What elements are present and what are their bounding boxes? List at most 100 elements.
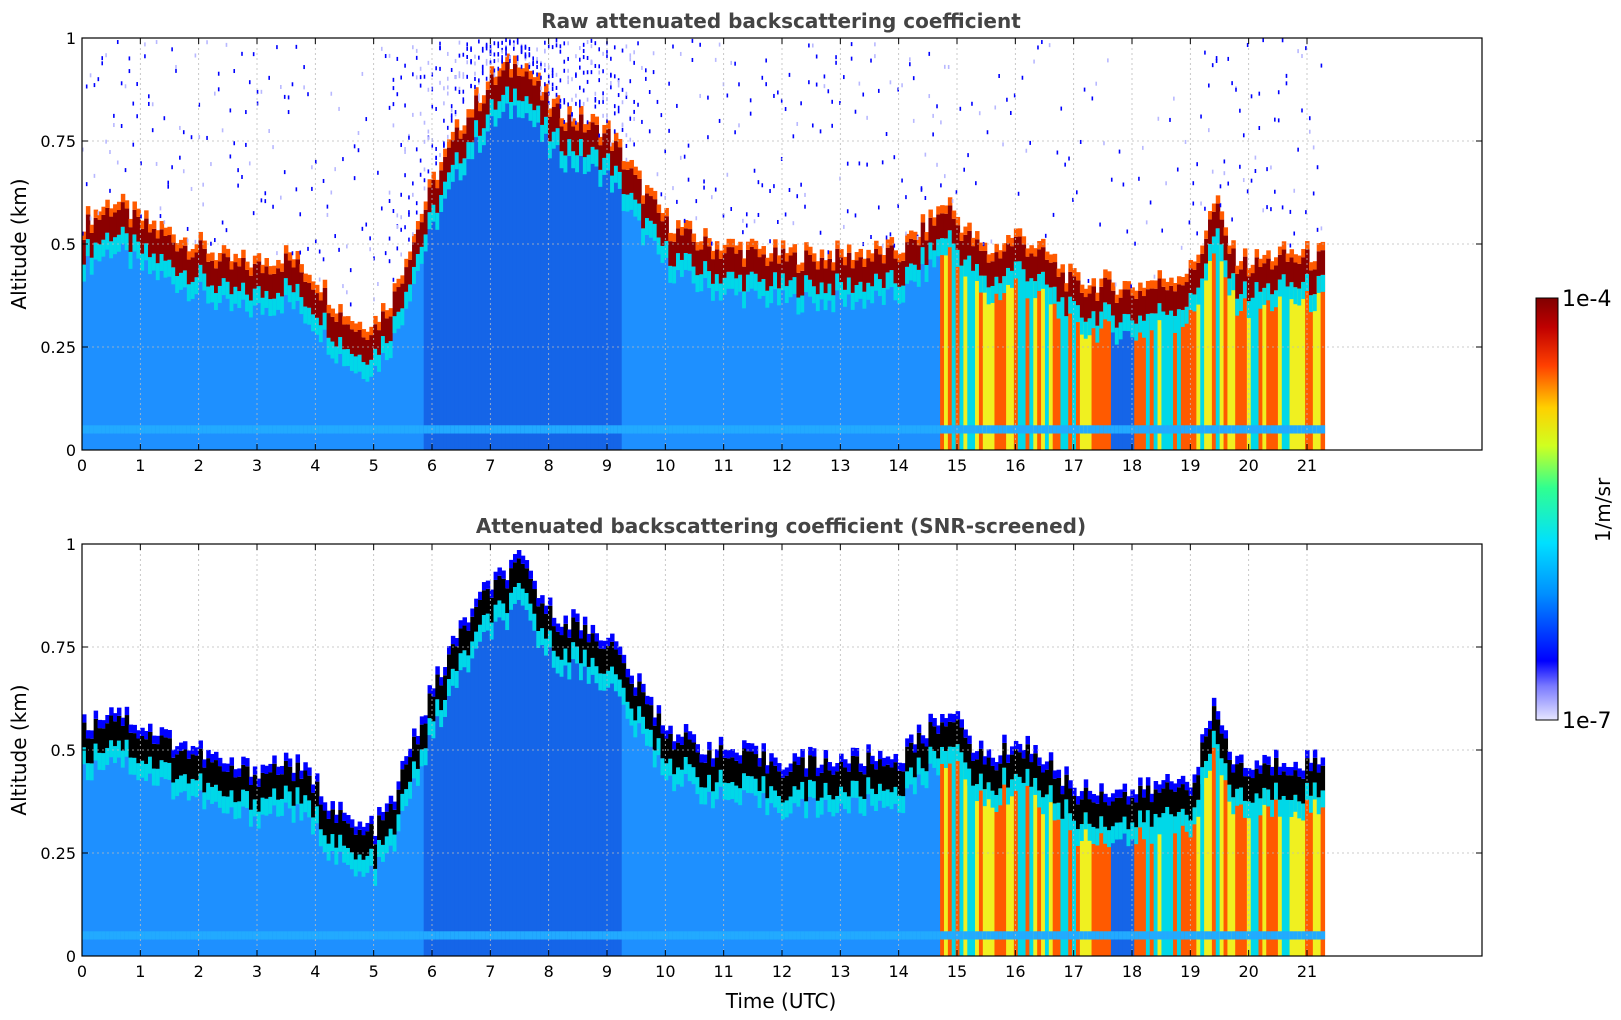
heatmap-column <box>1025 148 1031 450</box>
heatmap-cell <box>1157 270 1163 279</box>
heatmap-cell <box>1308 795 1314 956</box>
heatmap-cell <box>171 931 176 940</box>
noise-speck <box>493 68 496 73</box>
heatmap-cell <box>194 244 200 253</box>
heatmap-column <box>827 89 832 450</box>
heatmap-cell <box>1068 813 1073 956</box>
heatmap-cell <box>1305 273 1310 291</box>
heatmap-cell <box>586 931 592 940</box>
heatmap-cell <box>905 425 910 434</box>
heatmap-column <box>237 168 242 450</box>
heatmap-cell <box>1029 753 1034 763</box>
heatmap-cell <box>427 212 433 450</box>
heatmap-cell <box>1145 777 1151 786</box>
heatmap-cell <box>501 94 506 112</box>
noise-speck <box>563 59 566 64</box>
heatmap-cell <box>132 724 137 734</box>
heatmap-cell <box>811 253 817 262</box>
noise-speck <box>1025 148 1028 153</box>
heatmap-column <box>536 47 541 451</box>
heatmap-cell <box>443 148 448 157</box>
heatmap-cell <box>501 425 506 434</box>
heatmap-cell <box>707 271 712 450</box>
heatmap-cell <box>524 568 530 594</box>
heatmap-cell <box>419 749 425 767</box>
noise-speck <box>1246 189 1249 194</box>
heatmap-cell <box>423 748 429 956</box>
heatmap-column <box>408 748 413 956</box>
heatmap-column <box>703 754 708 956</box>
heatmap-column <box>225 42 231 450</box>
heatmap-cell <box>478 591 483 600</box>
heatmap-cell <box>730 931 735 940</box>
heatmap-cell <box>388 803 394 829</box>
heatmap-column <box>109 150 114 450</box>
heatmap-cell <box>679 259 685 277</box>
heatmap-cell <box>101 206 106 215</box>
heatmap-cell <box>182 749 188 775</box>
heatmap-cell <box>210 285 215 450</box>
heatmap-cell <box>148 232 153 258</box>
heatmap-cell <box>1301 931 1306 940</box>
noise-speck <box>454 75 457 80</box>
heatmap-cell <box>1254 249 1260 258</box>
heatmap-cell <box>1254 282 1260 450</box>
heatmap-column <box>555 623 561 956</box>
noise-speck <box>621 127 624 132</box>
heatmap-cell <box>264 425 269 434</box>
heatmap-cell <box>769 786 774 804</box>
heatmap-cell <box>858 248 864 258</box>
heatmap-cell <box>870 755 875 765</box>
heatmap-cell <box>1200 253 1205 279</box>
heatmap-cell <box>369 848 374 866</box>
noise-speck <box>695 216 698 221</box>
noise-speck <box>858 81 861 86</box>
heatmap-cell <box>384 343 390 361</box>
heatmap-cell <box>924 240 930 265</box>
heatmap-column <box>217 757 223 956</box>
heatmap-cell <box>1204 760 1209 956</box>
heatmap-cell <box>707 425 712 434</box>
heatmap-cell <box>645 728 650 956</box>
heatmap-column <box>349 819 355 956</box>
noise-speck <box>1274 117 1276 122</box>
heatmap-cell <box>648 729 654 747</box>
heatmap-cell <box>221 425 227 434</box>
heatmap-cell <box>248 425 254 434</box>
heatmap-cell <box>229 294 235 450</box>
heatmap-cell <box>905 233 910 243</box>
heatmap-cell <box>1130 931 1135 940</box>
heatmap-cell <box>905 266 910 450</box>
noise-speck <box>408 210 410 215</box>
heatmap-cell <box>652 717 658 726</box>
heatmap-cell <box>116 715 122 741</box>
heatmap-cell <box>757 281 763 450</box>
heatmap-cell <box>1169 814 1174 956</box>
heatmap-cell <box>1033 281 1038 299</box>
heatmap-cell <box>1052 262 1058 287</box>
heatmap-cell <box>1099 286 1104 312</box>
heatmap-cell <box>221 253 227 279</box>
heatmap-cell <box>1301 803 1306 956</box>
noise-speck <box>951 199 954 204</box>
heatmap-cell <box>101 728 106 754</box>
heatmap-cell <box>528 578 534 604</box>
heatmap-cell <box>353 425 359 434</box>
heatmap-cell <box>617 147 623 172</box>
noise-speck <box>617 109 620 114</box>
heatmap-cell <box>777 263 782 289</box>
heatmap-cell <box>520 555 526 564</box>
heatmap-cell <box>1149 288 1155 314</box>
heatmap-cell <box>967 735 972 744</box>
heatmap-cell <box>1196 287 1201 450</box>
noise-speck <box>866 162 868 167</box>
heatmap-cell <box>742 291 747 309</box>
heatmap-cell <box>439 685 444 711</box>
noise-speck <box>470 47 472 52</box>
heatmap-cell <box>905 242 910 267</box>
heatmap-cell <box>563 648 568 666</box>
heatmap-cell <box>808 279 813 297</box>
heatmap-cell <box>920 425 926 434</box>
heatmap-cell <box>1006 787 1011 805</box>
heatmap-cell <box>512 586 518 956</box>
